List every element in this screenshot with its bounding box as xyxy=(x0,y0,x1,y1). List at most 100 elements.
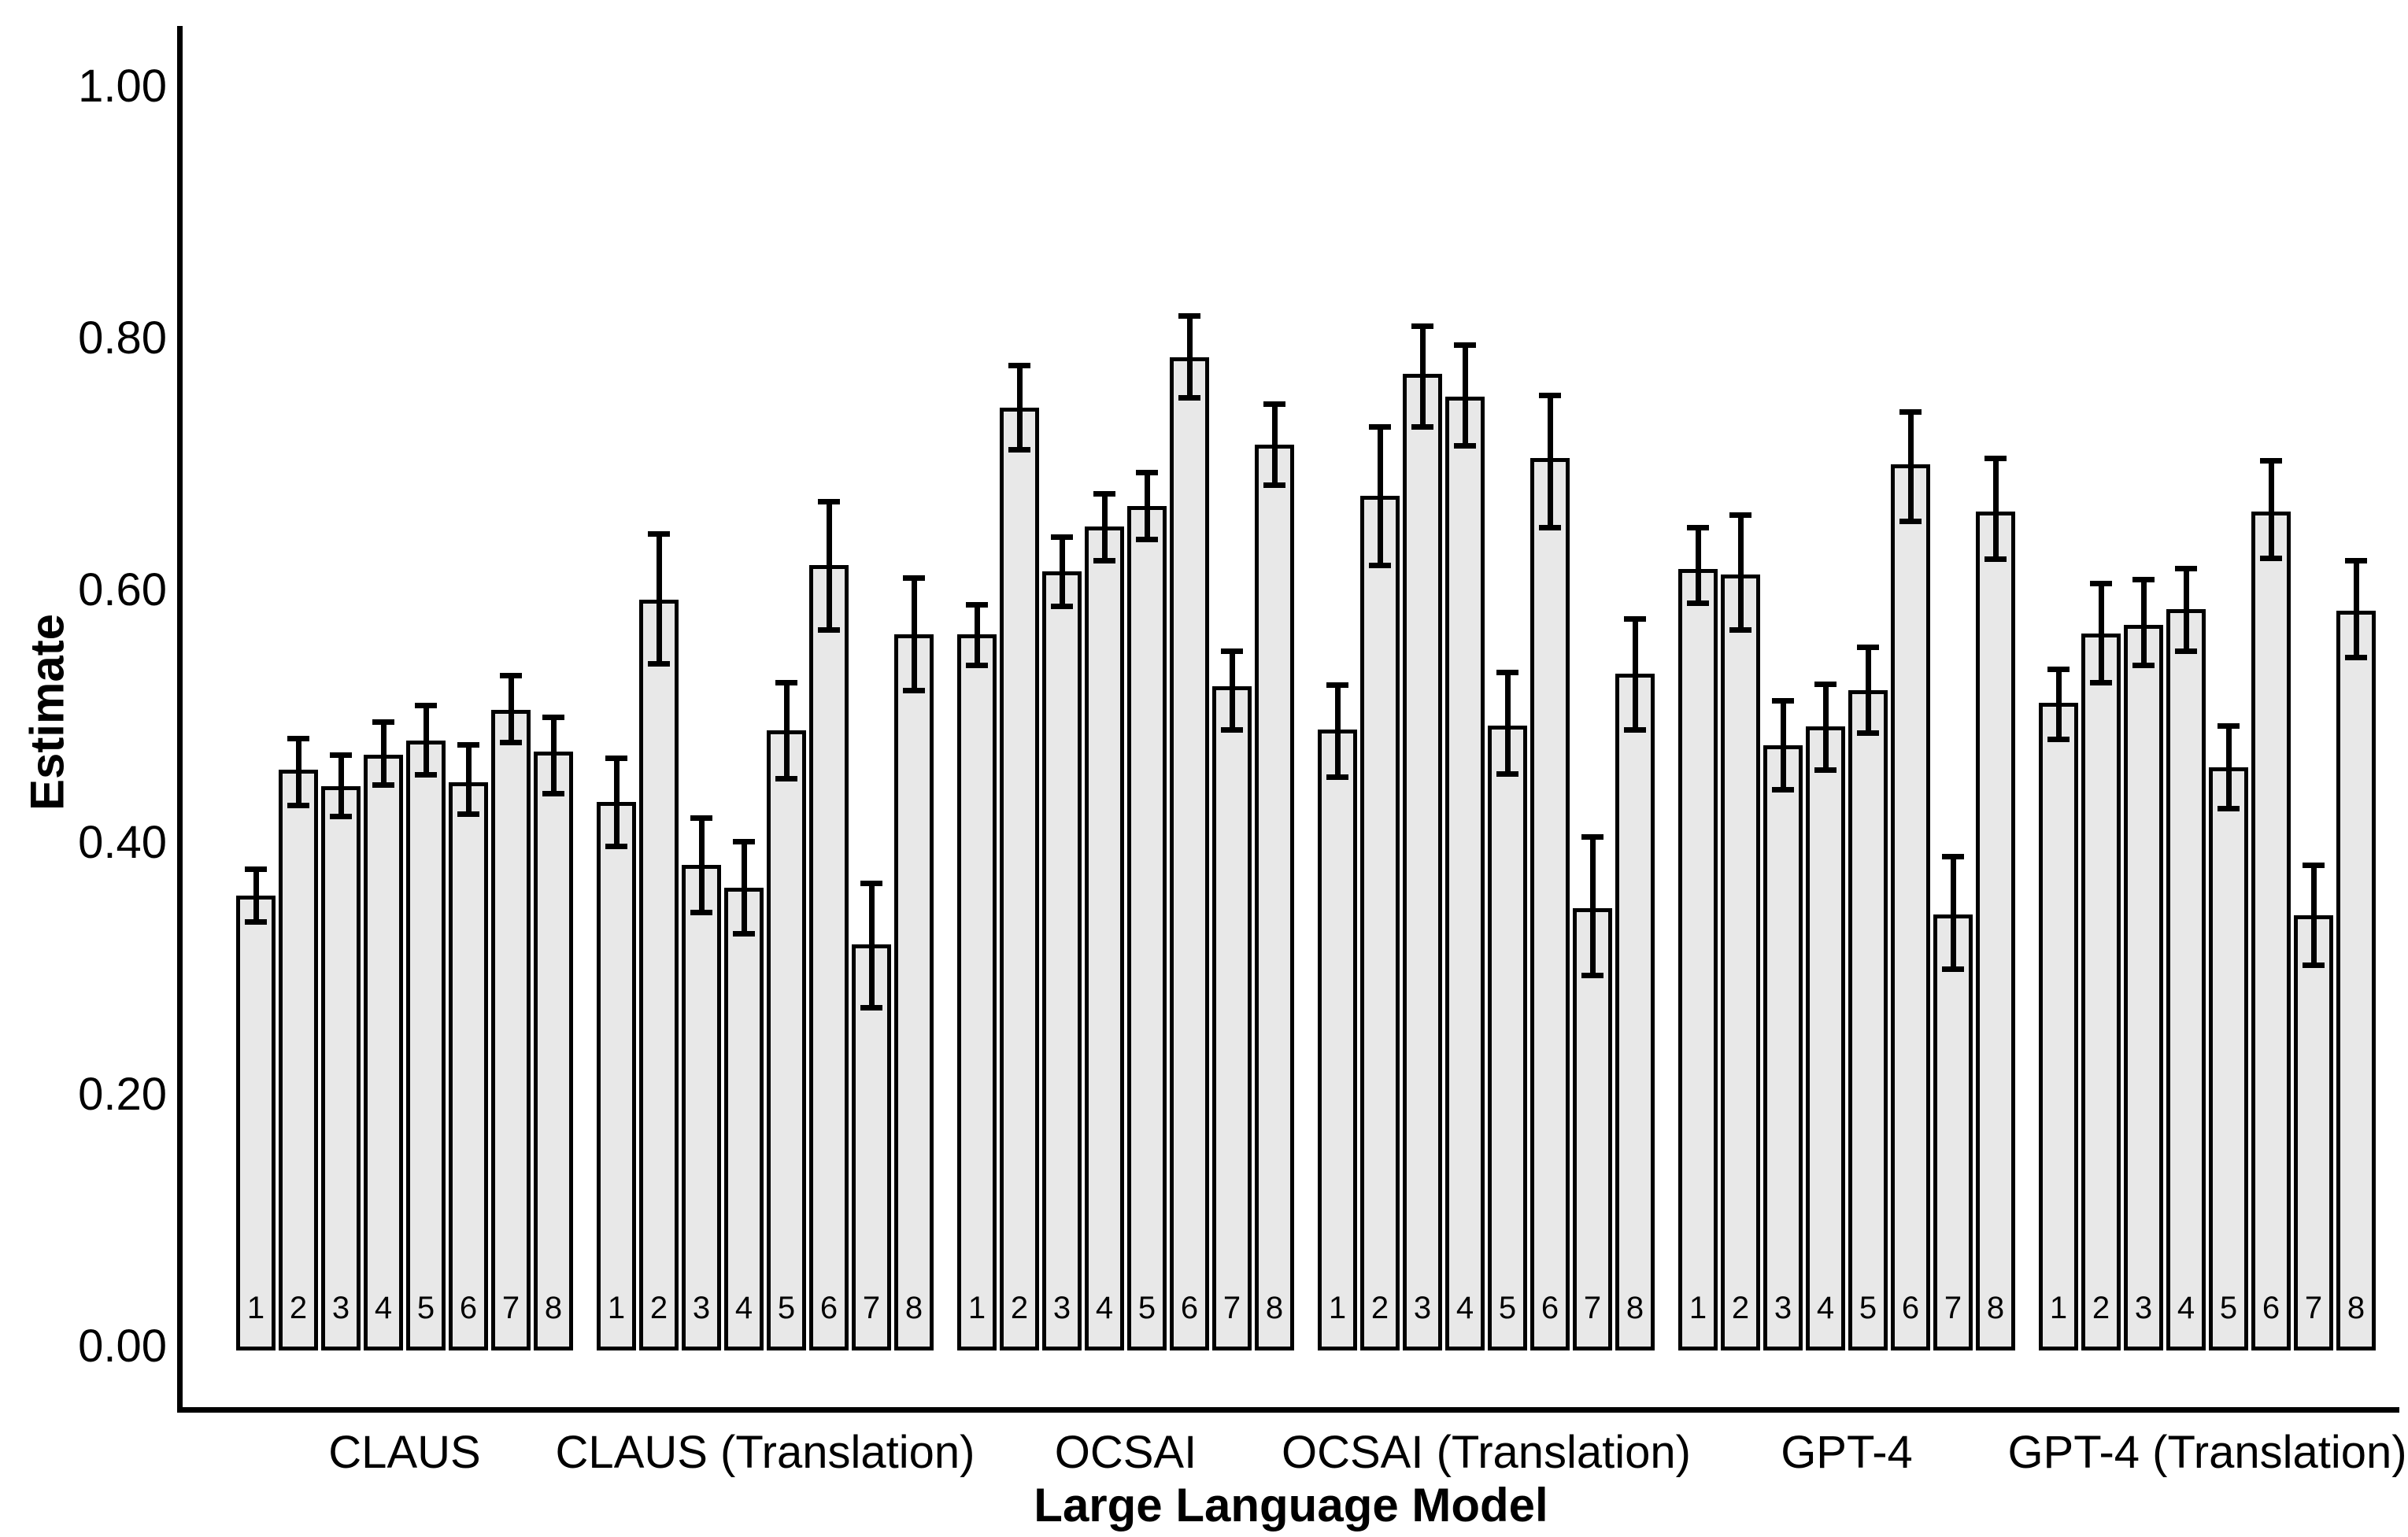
bar-number-label: 3 xyxy=(1052,1290,1071,1325)
error-bar-cap xyxy=(245,919,267,926)
error-bar-line xyxy=(2183,567,2189,652)
error-bar-line xyxy=(380,721,387,785)
error-bar-line xyxy=(465,744,472,814)
bar: 8 xyxy=(1976,511,2015,1350)
error-bar-line xyxy=(656,534,662,664)
bar-number-label: 2 xyxy=(1370,1290,1389,1325)
error-bar-line xyxy=(826,501,832,630)
error-bar-cap xyxy=(605,844,627,850)
error-bar-cap xyxy=(1581,833,1603,840)
error-bar-cap xyxy=(1984,556,2007,563)
error-bar-line xyxy=(508,674,514,742)
error-bar-cap xyxy=(1687,525,1709,531)
error-bar-line xyxy=(974,604,980,665)
bar-number-label: 6 xyxy=(2262,1290,2280,1325)
error-bar-cap xyxy=(2175,565,2197,571)
error-bar-line xyxy=(338,754,344,816)
error-bar-cap xyxy=(1857,730,1879,737)
bar: 4 xyxy=(364,754,403,1350)
x-axis-line xyxy=(177,1407,2399,1413)
y-axis-title: Estimate xyxy=(20,613,74,811)
error-bar-cap xyxy=(860,880,882,886)
bar-number-label: 8 xyxy=(2347,1290,2365,1325)
bar-number-label: 1 xyxy=(967,1290,986,1325)
bar: 4 xyxy=(1445,396,1485,1350)
bar: 5 xyxy=(406,740,446,1350)
error-bar-line xyxy=(1547,395,1553,528)
bar-number-label: 4 xyxy=(734,1290,753,1325)
error-bar-line xyxy=(1907,412,1914,522)
error-bar-line xyxy=(1229,651,1235,730)
error-bar-cap xyxy=(1729,512,1751,519)
error-bar-cap xyxy=(1369,563,1391,569)
error-bar-line xyxy=(1186,316,1193,398)
error-bar-line xyxy=(295,737,301,805)
error-bar-cap xyxy=(1814,681,1837,687)
bar-number-label: 7 xyxy=(1222,1290,1241,1325)
error-bar-cap xyxy=(2175,648,2197,655)
error-bar-cap xyxy=(2345,557,2367,563)
bar-number-label: 1 xyxy=(246,1290,265,1325)
bar-number-label: 1 xyxy=(1328,1290,1347,1325)
group-label: OCSAI (Translation) xyxy=(1282,1427,1691,1478)
bar: 1 xyxy=(597,802,636,1350)
bar-number-label: 8 xyxy=(1265,1290,1284,1325)
bar: 8 xyxy=(2336,611,2376,1350)
error-bar-line xyxy=(1016,364,1023,450)
error-bar-cap xyxy=(648,531,670,538)
error-bar-cap xyxy=(1496,670,1518,676)
bar: 7 xyxy=(491,710,531,1350)
bar: 4 xyxy=(1806,726,1845,1350)
bar-number-label: 7 xyxy=(1583,1290,1602,1325)
error-bar-cap xyxy=(1772,697,1794,704)
bar: 2 xyxy=(639,599,679,1350)
bar-number-label: 3 xyxy=(1413,1290,1432,1325)
error-bar-cap xyxy=(860,1005,882,1011)
bar-number-label: 5 xyxy=(1137,1290,1156,1325)
y-axis-line xyxy=(177,26,183,1413)
error-bar-line xyxy=(783,682,790,778)
error-bar-line xyxy=(1589,836,1596,975)
error-bar-cap xyxy=(1899,519,1922,525)
error-bar-line xyxy=(550,716,557,794)
error-bar-cap xyxy=(1411,424,1433,430)
error-bar-cap xyxy=(2303,863,2325,869)
bar-number-label: 7 xyxy=(2304,1290,2323,1325)
error-bar-cap xyxy=(2090,580,2112,586)
bar: 5 xyxy=(2209,767,2248,1350)
bar-number-label: 3 xyxy=(1774,1290,1792,1325)
group-label: CLAUS (Translation) xyxy=(555,1427,975,1478)
error-bar-cap xyxy=(2090,680,2112,686)
y-tick-label: 0.20 xyxy=(78,1068,167,1120)
bar-number-label: 7 xyxy=(862,1290,881,1325)
error-bar-cap xyxy=(1581,972,1603,978)
error-bar-cap xyxy=(1263,401,1285,408)
error-bar-cap xyxy=(1008,362,1030,368)
bar: 6 xyxy=(2251,511,2291,1350)
error-bar-cap xyxy=(1814,767,1837,773)
error-bar-line xyxy=(2225,725,2232,809)
error-bar-line xyxy=(911,578,917,690)
error-bar-cap xyxy=(903,687,925,693)
bar-number-label: 2 xyxy=(289,1290,308,1325)
bar: 6 xyxy=(1891,464,1930,1350)
error-bar-line xyxy=(1462,345,1468,446)
bar-number-label: 5 xyxy=(1498,1290,1517,1325)
error-bar-cap xyxy=(1539,393,1561,399)
error-bar-cap xyxy=(733,930,755,937)
error-bar-line xyxy=(698,817,705,912)
bar: 5 xyxy=(767,730,806,1350)
error-bar-line xyxy=(1144,471,1150,539)
error-bar-cap xyxy=(1136,469,1158,475)
error-bar-cap xyxy=(1411,323,1433,330)
error-bar-cap xyxy=(372,719,394,725)
group-label: CLAUS xyxy=(328,1427,481,1478)
bar: 3 xyxy=(2124,624,2163,1350)
bar-number-label: 8 xyxy=(904,1290,923,1325)
error-bar-cap xyxy=(1221,726,1243,733)
bar-number-label: 5 xyxy=(416,1290,435,1325)
error-bar-line xyxy=(1334,685,1341,778)
bar: 6 xyxy=(809,565,849,1350)
bar-number-label: 8 xyxy=(544,1290,563,1325)
error-bar-line xyxy=(1822,683,1829,770)
